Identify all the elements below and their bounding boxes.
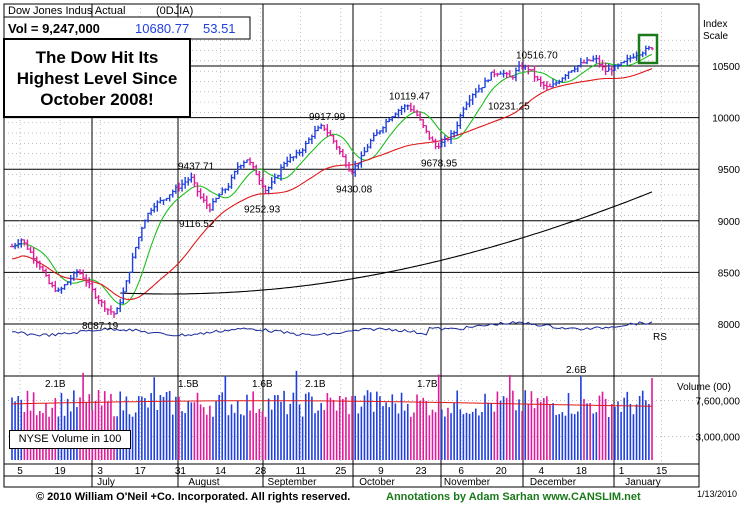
date-tick-label: 14 [215, 466, 227, 477]
rs-label: RS [653, 332, 667, 343]
price-annotation: 10516.70 [516, 50, 558, 61]
chart-title: Dow Jones Indus Actual [8, 5, 125, 17]
price-annotation: 8087.19 [82, 321, 119, 332]
volume-tick-label: 3,000,000 [696, 433, 741, 444]
date-tick-label: 11 [296, 466, 307, 477]
month-label: November [444, 477, 491, 488]
price-annotation: 9252.93 [244, 205, 281, 216]
volume-axis-label: Volume (00) [677, 382, 731, 393]
moving-averages [11, 53, 653, 306]
copyright-text: © 2010 William O'Neil +Co. Incorporated.… [36, 491, 350, 503]
footer-date: 1/13/2010 [697, 489, 737, 499]
date-tick-label: 25 [335, 466, 347, 477]
headline-line-1: The Dow Hit Its [35, 47, 159, 67]
change-readout: 53.51 [203, 21, 236, 36]
price-tick-label: 9500 [718, 165, 741, 176]
price-annotations: 8087.19 9437.71 9116.52 9252.93 9917.99 9430.… [45, 50, 587, 390]
date-tick-label: 4 [539, 466, 545, 477]
headline-annotation: The Dow Hit Its Highest Level Since Octo… [3, 38, 191, 118]
price-annotation: 9678.95 [421, 159, 458, 170]
month-label: January [625, 477, 661, 488]
volume-readout: Vol = 9,247,000 [8, 21, 100, 36]
date-tick-label: 31 [175, 466, 187, 477]
month-label: August [188, 477, 219, 488]
price-annotation: 10119.47 [389, 91, 430, 102]
index-scale-label-2: Scale [703, 31, 728, 42]
volume-average-line [12, 400, 652, 407]
nyse-volume-box: NYSE Volume in 100 [9, 430, 131, 449]
month-label: September [268, 477, 318, 488]
date-tick-label: 17 [135, 466, 147, 477]
ma-50-line [11, 68, 653, 301]
date-tick-label: 28 [255, 466, 267, 477]
volume-annotation: 2.1B [305, 379, 326, 390]
price-tick-label: 9000 [718, 217, 741, 228]
date-tick-label: 9 [378, 466, 384, 477]
price-annotation: 10231.25 [488, 102, 530, 113]
price-tick-label: 10000 [712, 114, 740, 125]
price-bars [10, 45, 654, 318]
volume-annotation: 1.6B [252, 379, 273, 390]
headline-line-3: October 2008! [40, 89, 154, 109]
date-tick-label: 15 [656, 466, 668, 477]
chart-symbol: (0DJIA) [156, 5, 193, 17]
price-annotation: 9430.08 [336, 184, 373, 195]
volume-annotation: 2.6B [566, 365, 587, 376]
headline-line-2: Highest Level Since [16, 68, 178, 88]
date-tick-label: 20 [496, 466, 508, 477]
annotation-credit: Annotations by Adam Sarhan www.CANSLIM.n… [386, 491, 641, 503]
date-tick-label: 19 [55, 466, 67, 477]
rs-line [12, 321, 653, 338]
price-annotation: 9917.99 [309, 112, 346, 123]
month-label: October [359, 477, 395, 488]
date-tick-label: 3 [97, 466, 103, 477]
price-tick-label: 8500 [718, 268, 741, 279]
price-annotation: 9437.71 [178, 162, 215, 173]
date-tick-label: 5 [17, 466, 23, 477]
date-tick-label: 1 [619, 466, 625, 477]
date-tick-label: 23 [415, 466, 427, 477]
price-tick-label: 8000 [718, 320, 741, 331]
volume-annotation: 1.5B [178, 379, 199, 390]
volume-annotation: 2.1B [45, 379, 66, 390]
month-label: December [530, 477, 577, 488]
price-tick-label: 10500 [712, 62, 740, 73]
date-tick-label: 18 [576, 466, 588, 477]
volume-annotation: 1.7B [417, 379, 438, 390]
rs-path [12, 321, 653, 338]
price-readout: 10680.77 [135, 21, 189, 36]
ma-10-line [11, 53, 653, 306]
index-scale-label-1: Index [703, 19, 727, 30]
volume-tick-label: 7,600,000 [696, 397, 741, 408]
date-tick-label: 6 [458, 466, 464, 477]
month-label: July [97, 477, 115, 488]
latest-bar-highlight [637, 33, 659, 65]
price-annotation: 9116.52 [179, 219, 215, 230]
ma-200-line [120, 191, 653, 295]
volume-bars [11, 370, 653, 460]
